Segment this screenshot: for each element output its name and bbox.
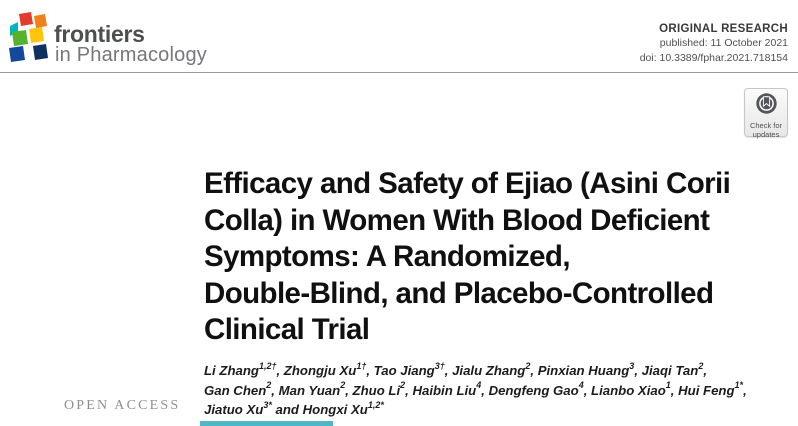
article-title: Efficacy and Safety of Ejiao (Asini Cori… — [204, 167, 731, 346]
journal-brand: frontiers — [54, 21, 145, 47]
crossmark-label: Check for updates — [749, 121, 783, 139]
journal-name: in Pharmacology — [55, 44, 207, 66]
article-meta: ORIGINAL RESEARCH published: 11 October … — [640, 23, 788, 64]
author-list: Li Zhang1,2†, Zhongju Xu1†, Tao Jiang3†,… — [204, 360, 747, 417]
header-divider — [0, 72, 798, 73]
published-date: published: 11 October 2021 — [659, 37, 788, 49]
open-access-label: OPEN ACCESS — [64, 398, 181, 413]
frontiers-logo-icon — [9, 12, 48, 62]
crossmark-icon — [755, 93, 777, 114]
teal-highlight-bar — [200, 421, 333, 426]
check-for-updates-badge[interactable]: Check for updates — [744, 88, 788, 139]
article-type-label: ORIGINAL RESEARCH — [659, 23, 788, 35]
doi-text: doi: 10.3389/fphar.2021.718154 — [639, 51, 788, 64]
